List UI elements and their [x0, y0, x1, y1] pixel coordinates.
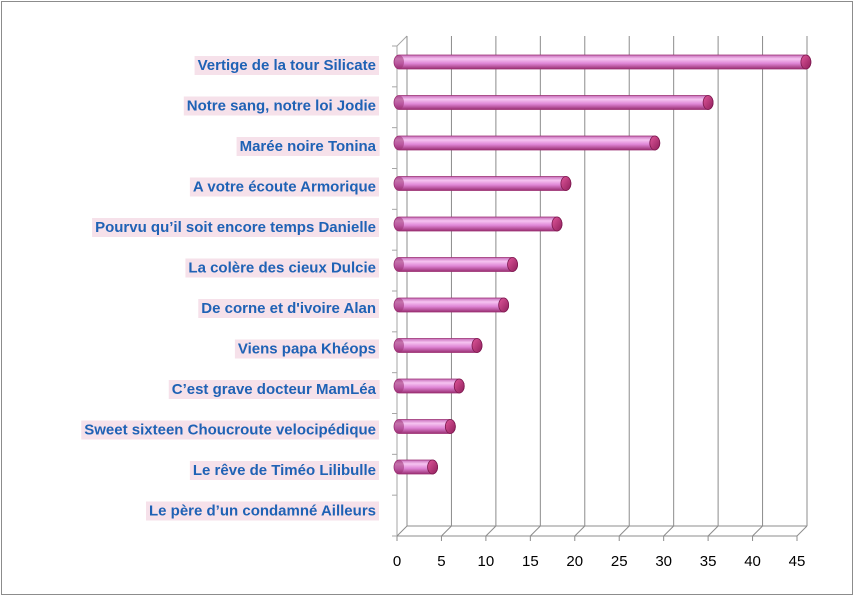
- bar: [393, 297, 510, 313]
- category-labels: Vertige de la tour Silicate Notre sang, n…: [81, 56, 380, 521]
- bar-base-cap: [394, 298, 404, 312]
- bar: [393, 216, 563, 232]
- bar-end-cap: [444, 419, 456, 434]
- category-label: Le père d’un condamné Ailleurs: [149, 503, 376, 520]
- bar-body: [393, 95, 714, 110]
- category-label-highlight: [234, 339, 379, 359]
- bar-end-cap: [702, 95, 714, 110]
- category-label: A votre écoute Armorique: [193, 179, 376, 196]
- category-label-highlight: [183, 96, 379, 116]
- bar: [393, 135, 661, 151]
- gridline-floor-segment: [396, 525, 408, 537]
- category-label: Notre sang, notre loi Jodie: [187, 98, 376, 115]
- bar: [393, 95, 714, 110]
- bar-end-cap: [800, 54, 812, 70]
- bar: [393, 378, 465, 394]
- bar: [393, 54, 812, 70]
- bar-base-cap: [394, 257, 404, 272]
- category-label: Sweet sixteen Choucroute velocipédique: [84, 422, 376, 439]
- bar-base-cap: [394, 460, 404, 474]
- x-tick-label: 20: [566, 553, 583, 570]
- bars: [393, 54, 812, 475]
- gridline-floor-segment: [663, 525, 675, 537]
- x-axis-tick-labels: 0 5 10 15 20 25 30 35 40 45: [393, 553, 806, 570]
- category-label-highlight: [236, 137, 380, 156]
- x-tick-label: 5: [437, 553, 445, 570]
- bar-end-cap: [507, 257, 518, 272]
- category-label-highlight: [146, 501, 379, 521]
- category-label-highlight: [92, 218, 379, 237]
- category-label: La colère des cieux Dulcie: [188, 260, 376, 277]
- x-tick-label: 30: [655, 553, 672, 570]
- bar-body: [393, 297, 510, 313]
- bar-body: [393, 338, 483, 353]
- category-label: Pourvu qu’il soit encore temps Danielle: [95, 219, 376, 236]
- bar-end-cap: [453, 378, 465, 394]
- bar-base-cap: [394, 136, 404, 150]
- bar-end-cap: [649, 135, 661, 151]
- category-label-highlight: [81, 420, 379, 440]
- x-tick-label: 10: [478, 553, 495, 570]
- gridline-floor-segment: [796, 525, 808, 537]
- bar-base-cap: [394, 338, 404, 353]
- bar-base-cap: [394, 217, 404, 231]
- wall-top-edge: [396, 35, 408, 47]
- x-tick-label: 0: [393, 553, 401, 570]
- category-label: Viens papa Khéops: [238, 341, 376, 358]
- category-label-highlight: [185, 258, 379, 278]
- bar-end-cap: [560, 176, 572, 191]
- bar-end-cap: [427, 459, 438, 475]
- category-label: De corne et d'ivoire Alan: [201, 300, 376, 317]
- x-tick-label: 15: [522, 553, 539, 570]
- bar: [393, 338, 483, 353]
- gridline-floor-segment: [618, 525, 630, 537]
- x-tick-label: 25: [611, 553, 628, 570]
- bar: [393, 459, 438, 475]
- gridlines: [392, 35, 808, 541]
- category-label-highlight: [194, 56, 379, 75]
- bar-body: [393, 135, 661, 151]
- gridline-floor-segment: [529, 525, 541, 537]
- gridline-floor-segment: [441, 525, 452, 537]
- bar-body: [393, 176, 572, 191]
- category-label-highlight: [168, 380, 380, 399]
- category-label: C’est grave docteur MamLéa: [172, 381, 377, 398]
- bar: [393, 419, 456, 434]
- gridline-floor-segment: [707, 525, 719, 537]
- bar: [393, 257, 518, 272]
- gridline-floor-segment: [574, 525, 586, 537]
- category-label: Le rêve de Timéo Lilibulle: [193, 462, 376, 479]
- x-tick-label: 45: [789, 553, 806, 570]
- bar-body: [393, 54, 812, 70]
- bar-body: [393, 378, 465, 394]
- category-label-highlight: [189, 461, 379, 480]
- category-label: Marée noire Tonina: [240, 138, 377, 155]
- bar-base-cap: [394, 55, 404, 69]
- x-tick-label: 40: [744, 553, 761, 570]
- category-label-highlight: [198, 299, 379, 318]
- bar-base-cap: [394, 379, 404, 393]
- gridline-floor-segment: [485, 525, 497, 537]
- bar-body: [393, 216, 563, 232]
- bar-base-cap: [394, 419, 404, 434]
- bar-base-cap: [394, 95, 404, 110]
- bar-end-cap: [471, 338, 483, 353]
- bar-end-cap: [498, 297, 510, 313]
- x-tick-label: 35: [700, 553, 717, 570]
- bar-end-cap: [551, 216, 563, 232]
- category-label-highlight: [189, 177, 379, 197]
- bar: [393, 176, 572, 191]
- bar-body: [393, 257, 518, 272]
- bar-base-cap: [394, 176, 404, 191]
- gridline-floor-segment: [752, 525, 763, 537]
- category-label: Vertige de la tour Silicate: [198, 57, 376, 74]
